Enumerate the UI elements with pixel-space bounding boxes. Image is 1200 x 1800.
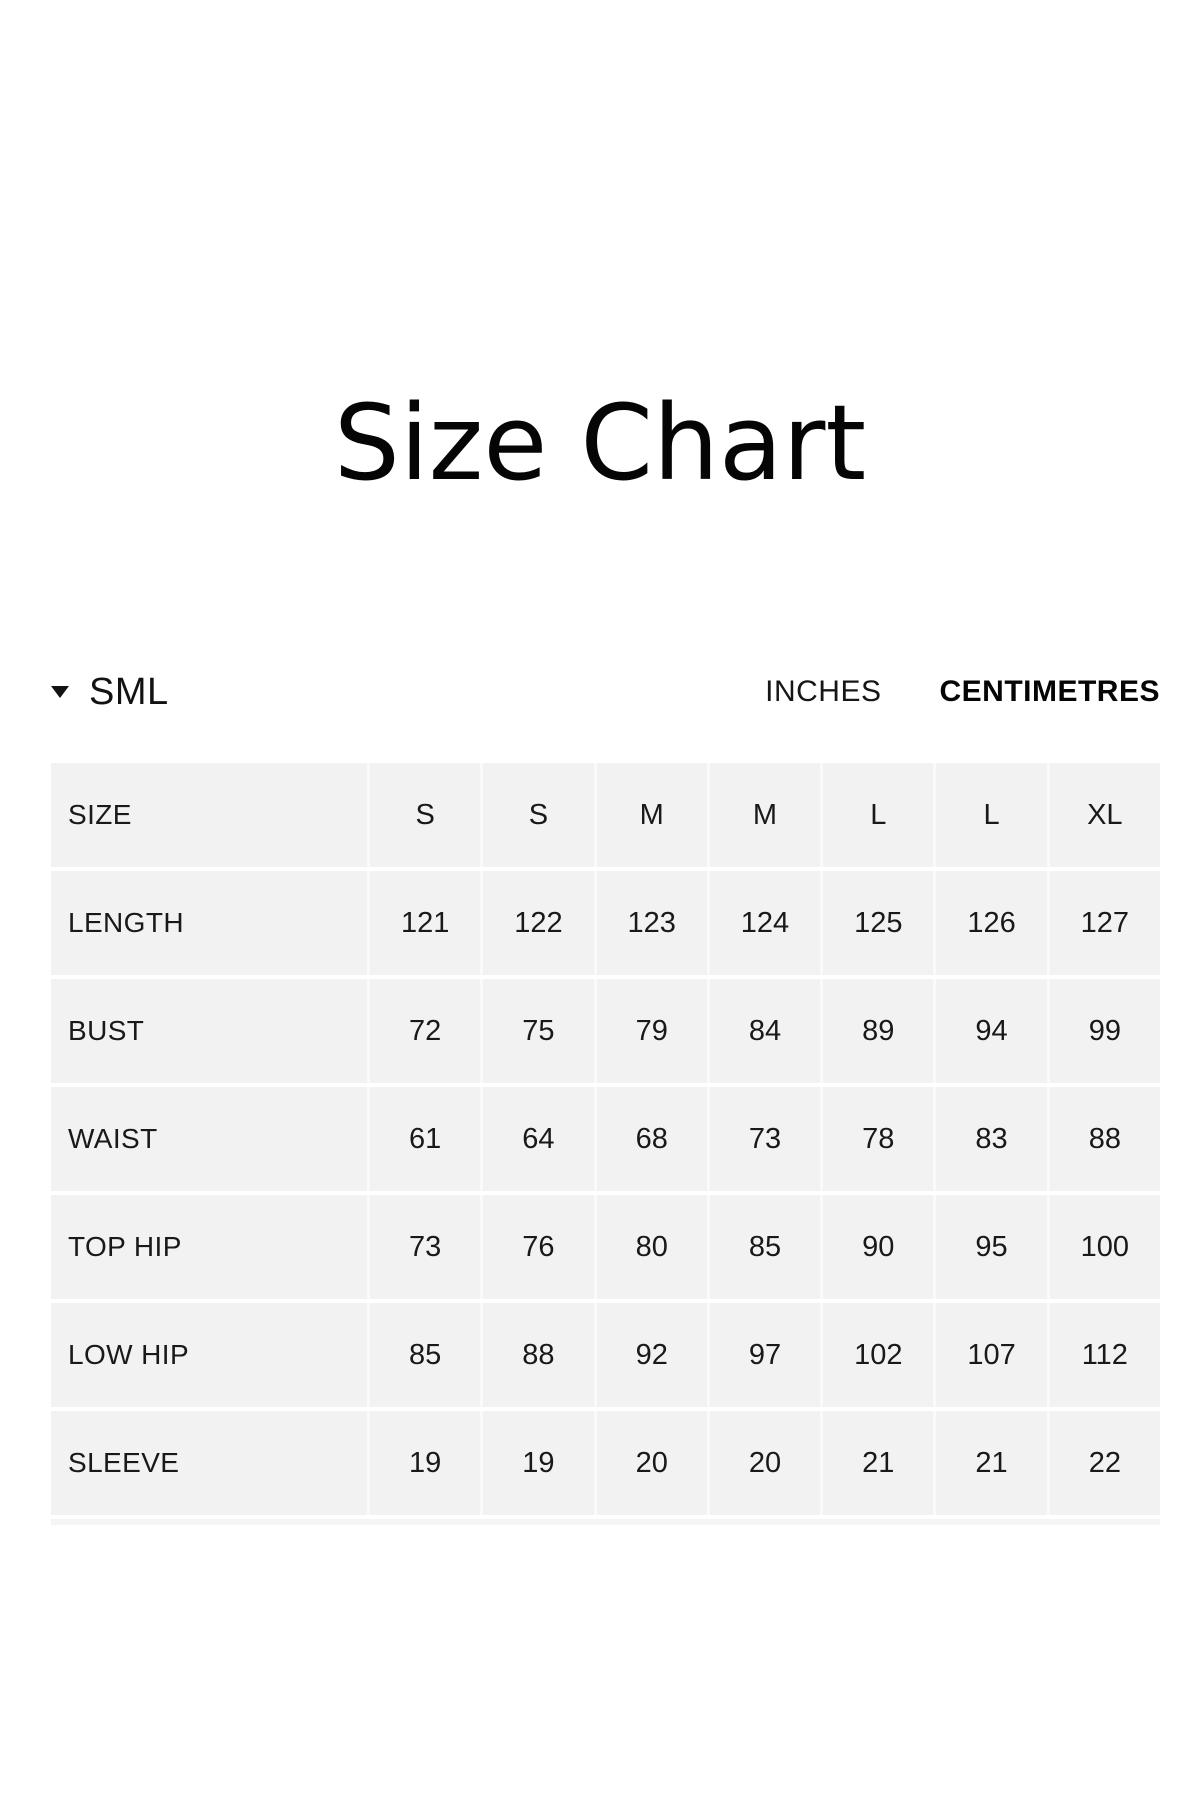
table-row: LOW HIP 85 88 92 97 102 107 112 [51,1303,1160,1407]
value-cell: 112 [1046,1303,1160,1407]
value-cell: 97 [706,1303,820,1407]
value-cell: 64 [480,1087,593,1191]
value-cell: 79 [593,979,707,1083]
table-row: BUST 72 75 79 84 89 94 99 [51,979,1160,1083]
unit-option-centimetres[interactable]: CENTIMETRES [939,675,1160,708]
value-cell: M [593,763,707,867]
value-cell: 20 [593,1411,707,1515]
value-cell: 68 [593,1087,707,1191]
value-cell: 89 [820,979,933,1083]
value-cell: 73 [706,1087,820,1191]
value-cell: 61 [367,1087,480,1191]
value-cell: 126 [933,871,1046,975]
table-row: LENGTH 121 122 123 124 125 126 127 [51,871,1160,975]
unit-option-inches[interactable]: INCHES [765,675,882,708]
value-cell: 20 [706,1411,820,1515]
row-label-cell: TOP HIP [68,1231,182,1262]
row-label-cell: BUST [68,1015,145,1046]
value-cell: 85 [367,1303,480,1407]
value-cell: 75 [480,979,593,1083]
table-row: SLEEVE 19 19 20 20 21 21 22 [51,1411,1160,1515]
value-cell: 72 [367,979,480,1083]
value-cell: 100 [1046,1195,1160,1299]
value-cell: 122 [480,871,593,975]
table-controls: SML INCHES CENTIMETRES [51,664,1160,720]
value-cell: 19 [480,1411,593,1515]
value-cell: 85 [706,1195,820,1299]
value-cell: 90 [820,1195,933,1299]
value-cell: S [480,763,593,867]
row-label-cell: LENGTH [68,907,184,938]
table-row: WAIST 61 64 68 73 78 83 88 [51,1087,1160,1191]
row-label-cell: SLEEVE [68,1447,180,1478]
value-cell: 84 [706,979,820,1083]
value-cell: 99 [1046,979,1160,1083]
value-cell: 88 [480,1303,593,1407]
unit-toggle: INCHES CENTIMETRES [765,675,1160,709]
value-cell: 21 [933,1411,1046,1515]
value-cell: 127 [1046,871,1160,975]
value-cell: 80 [593,1195,707,1299]
value-cell: 125 [820,871,933,975]
value-cell: M [706,763,820,867]
value-cell: 21 [820,1411,933,1515]
value-cell: 121 [367,871,480,975]
row-label-cell: LOW HIP [68,1339,190,1370]
value-cell: 22 [1046,1411,1160,1515]
value-cell: 78 [820,1087,933,1191]
value-cell: 102 [820,1303,933,1407]
row-label-cell: SIZE [68,799,132,830]
value-cell: 73 [367,1195,480,1299]
value-cell: 94 [933,979,1046,1083]
table-partial-next-row [51,1519,1160,1525]
size-group-dropdown[interactable]: SML [51,671,169,714]
value-cell: L [820,763,933,867]
size-group-label: SML [89,670,169,713]
caret-down-icon [51,686,69,698]
table-row: TOP HIP 73 76 80 85 90 95 100 [51,1195,1160,1299]
value-cell: XL [1046,763,1160,867]
value-cell: 107 [933,1303,1046,1407]
page-title: Size Chart [333,382,867,504]
size-chart-table: SIZE S S M M L L XL LENGTH 121 122 123 124 125 126 127 B… [51,763,1160,1525]
table-header-row: SIZE S S M M L L XL [51,763,1160,867]
value-cell: 76 [480,1195,593,1299]
value-cell: 95 [933,1195,1046,1299]
value-cell: 124 [706,871,820,975]
value-cell: L [933,763,1046,867]
value-cell: 19 [367,1411,480,1515]
row-label-cell: WAIST [68,1123,158,1154]
value-cell: S [367,763,480,867]
value-cell: 88 [1046,1087,1160,1191]
value-cell: 123 [593,871,707,975]
value-cell: 83 [933,1087,1046,1191]
value-cell: 92 [593,1303,707,1407]
